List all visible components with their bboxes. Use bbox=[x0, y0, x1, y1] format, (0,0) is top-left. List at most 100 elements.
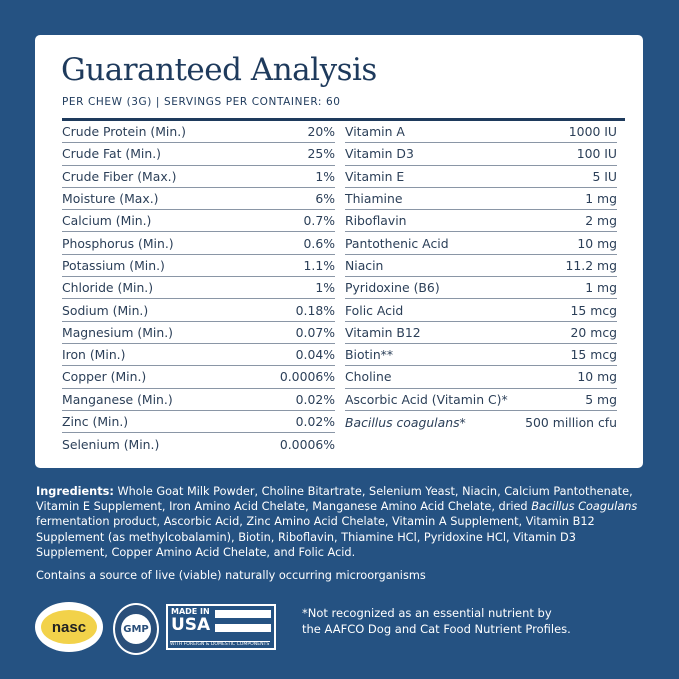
usa-made-text: MADE IN bbox=[171, 607, 210, 616]
nutrient-row: Niacin 11.2 mg bbox=[345, 255, 617, 278]
nutrient-name: Niacin bbox=[345, 257, 384, 273]
nutrient-row: Pyridoxine (B6) 1 mg bbox=[345, 277, 617, 300]
flag-stripe bbox=[215, 624, 271, 632]
nutrient-name: Vitamin E bbox=[345, 168, 405, 184]
nutrient-value: 1 mg bbox=[585, 280, 617, 296]
nasc-seal-logo: nasc bbox=[35, 602, 103, 652]
nutrient-name: Crude Fat (Min.) bbox=[62, 146, 161, 162]
nutrient-value: 0.6% bbox=[303, 235, 335, 251]
nutrient-name: Vitamin A bbox=[345, 124, 405, 140]
nutrient-row: Choline 10 mg bbox=[345, 366, 617, 389]
nutrient-value: 500 million cfu bbox=[525, 414, 617, 430]
nutrient-name: Magnesium (Min.) bbox=[62, 324, 173, 340]
nutrient-row: Manganese (Min.) 0.02% bbox=[62, 389, 335, 411]
nutrient-value: 1.1% bbox=[303, 257, 335, 273]
nutrient-value: 0.02% bbox=[295, 414, 335, 429]
nutrient-name: Sodium (Min.) bbox=[62, 302, 149, 318]
usa-fine-text: WITH FOREIGN & DOMESTIC COMPONENTS bbox=[170, 641, 270, 647]
divider bbox=[62, 118, 625, 121]
nutrient-name: Ascorbic Acid (Vitamin C)* bbox=[345, 391, 508, 407]
nutrient-value: 20% bbox=[307, 124, 335, 140]
nutrient-value: 1000 IU bbox=[568, 124, 617, 140]
nutrient-row: Copper (Min.) 0.0006% bbox=[62, 366, 335, 389]
nutrient-row: Crude Fiber (Max.) 1% bbox=[62, 166, 335, 188]
footnote: *Not recognized as an essential nutrient… bbox=[302, 606, 571, 637]
ingredients-part: fermentation product, Ascorbic Acid, Zin… bbox=[36, 515, 595, 559]
nutrient-name: Moisture (Max.) bbox=[62, 191, 159, 207]
serving-info: PER CHEW (3G) | SERVINGS PER CONTAINER: … bbox=[62, 96, 341, 108]
nutrient-row: Thiamine 1 mg bbox=[345, 188, 617, 211]
nutrient-value: 2 mg bbox=[585, 213, 617, 229]
nutrient-value: 11.2 mg bbox=[565, 257, 617, 273]
nutrient-row: Iron (Min.) 0.04% bbox=[62, 344, 335, 367]
nutrient-row: Vitamin D3 100 IU bbox=[345, 143, 617, 166]
nutrient-row: Magnesium (Min.) 0.07% bbox=[62, 322, 335, 344]
nutrient-value: 100 IU bbox=[576, 146, 617, 162]
nutrient-value: 10 mg bbox=[577, 369, 617, 385]
nutrient-value: 15 mcg bbox=[570, 347, 617, 363]
nutrient-row: Pantothenic Acid 10 mg bbox=[345, 232, 617, 255]
nutrient-name: Vitamin B12 bbox=[345, 324, 421, 340]
nutrient-name: Pyridoxine (B6) bbox=[345, 280, 440, 296]
made-in-usa-logo: MADE IN USA WITH FOREIGN & DOMESTIC COMP… bbox=[166, 604, 276, 650]
ingredients-part: Whole Goat Milk Powder, Choline Bitartra… bbox=[36, 485, 633, 514]
page-title: Guaranteed Analysis bbox=[61, 52, 377, 88]
ingredients-label: Ingredients: bbox=[36, 485, 114, 498]
nutrient-row: Potassium (Min.) 1.1% bbox=[62, 255, 335, 278]
nutrient-row: Vitamin A 1000 IU bbox=[345, 121, 617, 144]
nutrient-value: 0.07% bbox=[295, 324, 335, 340]
nutrient-row: Crude Fat (Min.) 25% bbox=[62, 143, 335, 166]
nutrient-value: 1% bbox=[315, 280, 335, 296]
nutrient-row: Crude Protein (Min.) 20% bbox=[62, 121, 335, 144]
footnote-line: the AAFCO Dog and Cat Food Nutrient Prof… bbox=[302, 621, 571, 636]
nutrient-value: 6% bbox=[315, 191, 335, 207]
nutrient-row: Biotin** 15 mcg bbox=[345, 344, 617, 367]
nutrient-row: Bacillus coagulans* 500 million cfu bbox=[345, 411, 617, 433]
nutrient-value: 1 mg bbox=[585, 191, 617, 207]
nutrient-name: Potassium (Min.) bbox=[62, 257, 165, 273]
nutrient-name: Copper (Min.) bbox=[62, 369, 147, 385]
nutrient-name: Vitamin D3 bbox=[345, 146, 414, 162]
nutrient-value: 0.04% bbox=[295, 347, 335, 363]
nutrient-row: Calcium (Min.) 0.7% bbox=[62, 210, 335, 233]
guaranteed-analysis-card: Guaranteed Analysis PER CHEW (3G) | SERV… bbox=[35, 35, 643, 468]
nutrient-name: Crude Protein (Min.) bbox=[62, 124, 186, 140]
nutrient-row: Vitamin B12 20 mcg bbox=[345, 322, 617, 344]
nutrient-row: Sodium (Min.) 0.18% bbox=[62, 299, 335, 322]
nutrient-row: Selenium (Min.) 0.0006% bbox=[62, 433, 335, 455]
nutrient-name: Biotin** bbox=[345, 347, 394, 363]
nutrient-name: Phosphorus (Min.) bbox=[62, 235, 174, 251]
ingredients-italic: Bacillus Coagulans bbox=[531, 500, 638, 514]
nutrient-name: Pantothenic Acid bbox=[345, 235, 449, 251]
nutrient-name: Calcium (Min.) bbox=[62, 213, 152, 229]
flag-stripe bbox=[215, 610, 271, 618]
nutrient-name: Thiamine bbox=[345, 191, 403, 207]
nutrient-value: 25% bbox=[307, 146, 335, 162]
nutrient-name: Choline bbox=[345, 369, 392, 385]
nutrient-value: 15 mcg bbox=[570, 302, 617, 318]
nutrient-value: 0.0006% bbox=[279, 436, 335, 452]
nutrient-column-left: Crude Protein (Min.) 20% Crude Fat (Min.) 2… bbox=[62, 121, 335, 455]
nutrient-value: 0.7% bbox=[303, 213, 335, 229]
nutrient-row: Vitamin E 5 IU bbox=[345, 166, 617, 188]
nutrient-name: Crude Fiber (Max.) bbox=[62, 168, 177, 184]
footnote-line: *Not recognized as an essential nutrient… bbox=[302, 606, 552, 620]
nutrient-name: Chloride (Min.) bbox=[62, 280, 154, 296]
live-microorganisms-note: Contains a source of live (viable) natur… bbox=[36, 569, 426, 582]
nutrient-value: 0.02% bbox=[295, 391, 335, 407]
nutrient-name: Folic Acid bbox=[345, 302, 404, 318]
nutrient-value: 1% bbox=[315, 168, 335, 184]
nutrient-row: Riboflavin 2 mg bbox=[345, 210, 617, 233]
nutrient-name: Iron (Min.) bbox=[62, 347, 126, 363]
ingredients-text: Ingredients: Whole Goat Milk Powder, Cho… bbox=[36, 484, 646, 560]
nutrient-value: 0.18% bbox=[295, 302, 335, 318]
usa-text: USA bbox=[171, 615, 211, 635]
nutrient-row: Phosphorus (Min.) 0.6% bbox=[62, 232, 335, 255]
nutrient-name: Manganese (Min.) bbox=[62, 391, 173, 407]
nutrient-value: 20 mcg bbox=[570, 324, 617, 340]
nutrient-name: Bacillus coagulans* bbox=[345, 414, 466, 430]
nutrient-value: 5 mg bbox=[585, 391, 617, 407]
nutrient-value: 10 mg bbox=[577, 235, 617, 251]
nutrient-row: Ascorbic Acid (Vitamin C)* 5 mg bbox=[345, 389, 617, 411]
nutrient-name: Zinc (Min.) bbox=[62, 414, 129, 429]
